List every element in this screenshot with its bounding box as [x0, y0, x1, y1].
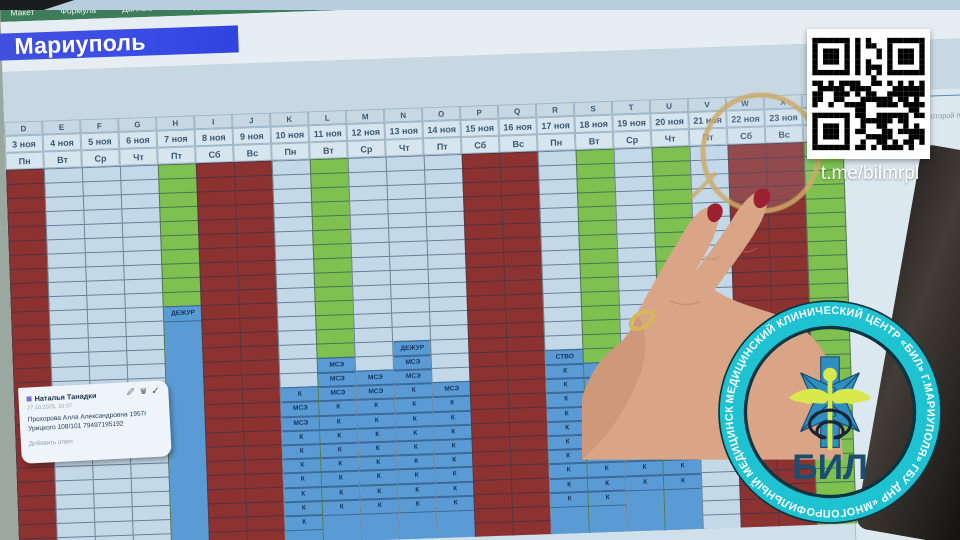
svg-text:БИЛ: БИЛ: [792, 447, 868, 487]
